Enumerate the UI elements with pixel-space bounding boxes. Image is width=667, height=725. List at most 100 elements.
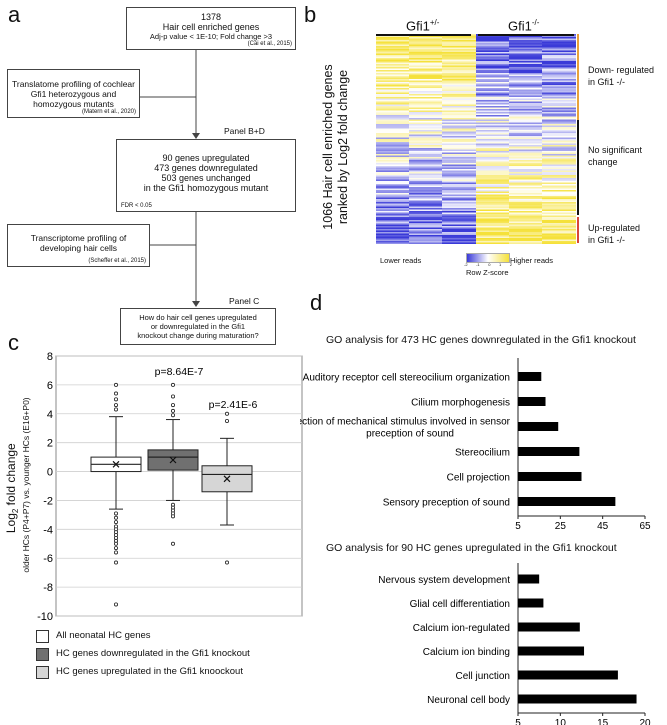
heatmap-cell [442, 122, 476, 125]
heatmap-cell [476, 85, 510, 87]
heatmap-cell [542, 172, 576, 174]
heatmap-cell [509, 98, 543, 101]
heatmap-cell [542, 131, 576, 134]
heatmap-cell [376, 89, 410, 92]
heatmap-cell [476, 233, 510, 236]
heatmap-cell [409, 242, 443, 244]
heatmap-cell [442, 77, 476, 80]
x-tick-label: 65 [639, 521, 651, 531]
heatmap-cell [376, 68, 410, 71]
heatmap-cell [542, 184, 576, 186]
heatmap-cell [476, 70, 510, 72]
heatmap-cell [409, 143, 443, 146]
x-tick-label: 5 [515, 521, 521, 531]
heatmap-cell [409, 175, 443, 177]
heatmap-cell [476, 73, 510, 75]
heatmap-cell [542, 155, 576, 158]
heatmap-cell [542, 169, 576, 171]
heatmap-cell [442, 167, 476, 170]
heatmap-cell [509, 88, 543, 90]
heatmap-cell [376, 37, 410, 39]
box2-line3: homozygous mutants [33, 99, 114, 109]
heatmap-cell [376, 122, 410, 125]
heatmap-cell [542, 77, 576, 80]
heatmap-cell [409, 103, 443, 105]
legend-item-down: HC genes downregulated in the Gfi1 knock… [36, 647, 250, 661]
heatmap-cell [542, 190, 576, 192]
heatmap-cell [376, 86, 410, 89]
heatmap-cell [542, 197, 576, 200]
heatmap-cell [509, 100, 543, 102]
heatmap-cell [542, 49, 576, 51]
heatmap-cell [442, 92, 476, 95]
go-term-label: Nervous system development [378, 575, 510, 586]
heatmap-cell [476, 223, 510, 225]
heatmap-cell [509, 215, 543, 218]
heatmap-cell [542, 233, 576, 236]
hair-cell-genes-box: 1378 Hair cell enriched genes Adj-p valu… [126, 7, 296, 50]
heatmap-cell [509, 134, 543, 137]
heatmap-cell [409, 86, 443, 89]
heatmap-cell [376, 203, 410, 206]
heatmap-cell [476, 130, 510, 132]
heatmap-cell [542, 202, 576, 204]
heatmap-cell [476, 49, 510, 51]
go-term-label: Cilium morphogenesis [411, 398, 510, 409]
heatmap-cell [542, 100, 576, 102]
heatmap-cell [542, 139, 576, 141]
heatmap-cell [509, 242, 543, 244]
heatmap-cell [442, 139, 476, 141]
heatmap-cell [376, 232, 410, 234]
heatmap-cell [409, 202, 443, 204]
heatmap-cell [476, 169, 510, 171]
heatmap-cell [509, 158, 543, 161]
heatmap-cell [409, 151, 443, 153]
heatmap-cell [442, 215, 476, 218]
heatmap-cell [376, 164, 410, 167]
heatmap-cell [476, 178, 510, 180]
heatmap-cell [476, 157, 510, 159]
heatmap-cell [442, 178, 476, 180]
heatmap-cell [476, 106, 510, 108]
down-regulated-bar [577, 34, 579, 120]
heatmap-cell [476, 151, 510, 153]
heatmap-cell [476, 224, 510, 227]
heatmap-cell [442, 175, 476, 177]
heatmap-cell [476, 136, 510, 138]
heatmap-cell [376, 184, 410, 186]
heatmap-cell [442, 76, 476, 78]
heatmap-cell [542, 76, 576, 78]
heatmap-cell [476, 239, 510, 242]
heatmap-cell [409, 100, 443, 102]
heatmap-cell [509, 40, 543, 42]
heatmap-cell [409, 215, 443, 218]
heatmap-cell [376, 242, 410, 244]
heatmap-cell [509, 86, 543, 89]
heatmap-cell [409, 194, 443, 197]
heatmap-cell [476, 205, 510, 207]
heatmap-cell [409, 206, 443, 209]
heatmap-cell [442, 143, 476, 146]
heatmap-cell [476, 50, 510, 53]
heatmap-cell [442, 43, 476, 45]
heatmap-cell [442, 121, 476, 123]
heatmap-cell [476, 164, 510, 167]
heatmap-cell [376, 206, 410, 209]
heatmap-cell [442, 119, 476, 122]
go-term-label: Cell junction [456, 671, 510, 682]
mean-marker [112, 460, 120, 468]
heatmap-cell [476, 110, 510, 113]
heatmap-cell [409, 131, 443, 134]
heatmap-cell [409, 205, 443, 207]
heatmap-cell [476, 212, 510, 215]
heatmap-cell [476, 127, 510, 129]
heatmap-cell [409, 110, 443, 113]
heatmap-cell [442, 50, 476, 53]
heatmap-cell [376, 134, 410, 137]
heatmap-cell [409, 142, 443, 144]
heatmap-cell [376, 115, 410, 117]
heatmap-cell [376, 220, 410, 222]
heatmap-cell [542, 115, 576, 117]
heatmap-cell [509, 43, 543, 45]
heatmap-cell [476, 56, 510, 59]
